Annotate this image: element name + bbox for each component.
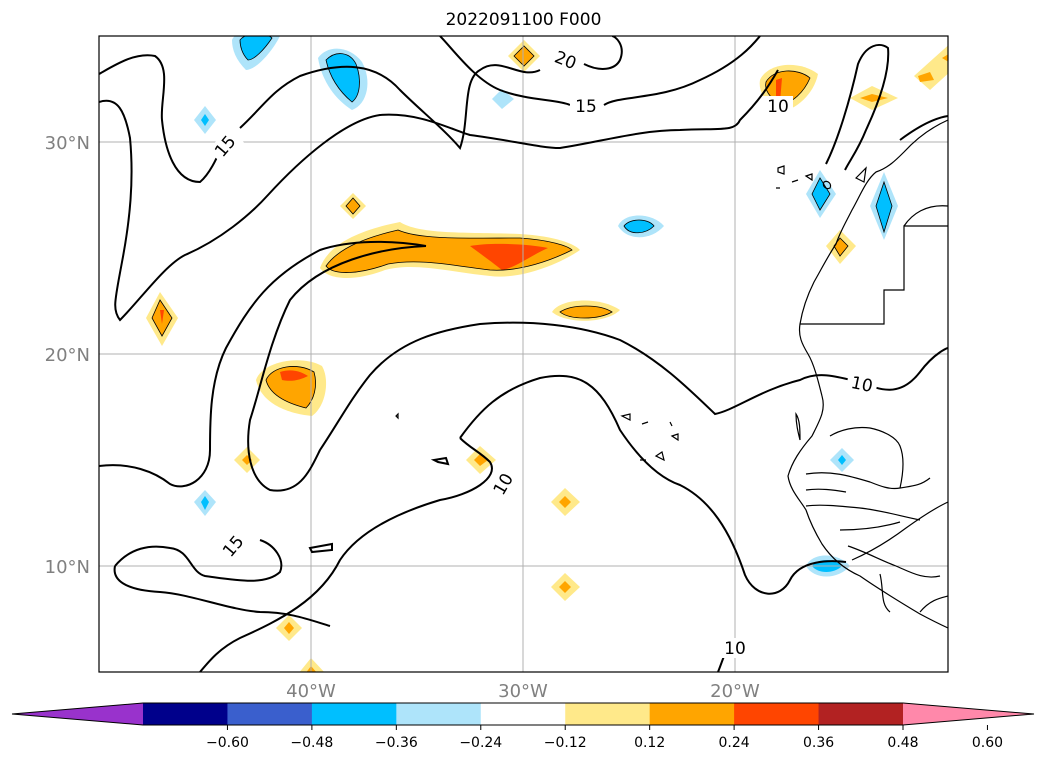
colorbar-segment [480, 703, 566, 725]
lon-tick-labels: 40°W 30°W 20°W [286, 681, 760, 702]
colorbar: −0.60 −0.48 −0.36 −0.24 −0.12 0.12 0.24 0.36 0.4… [11, 702, 1035, 751]
positive-anomaly-blob-core [942, 54, 948, 62]
colorbar-segment [565, 703, 651, 725]
island-outline [395, 412, 679, 462]
positive-anomaly-blob-core [474, 454, 488, 466]
negative-anomaly-blob-core [812, 178, 830, 210]
fill-outlines [151, 36, 893, 409]
lon-label: 40°W [286, 681, 336, 702]
colorbar-tick-label: 0.36 [803, 735, 834, 751]
lat-tick-labels: 30°N 20°N 10°N [45, 133, 90, 578]
colorbar-tick-label: −0.60 [206, 735, 249, 751]
colorbar-tick-label: −0.24 [459, 735, 502, 751]
country-border [851, 501, 948, 561]
contour-line [247, 245, 948, 492]
contour-line [99, 69, 779, 322]
map-grid [99, 36, 948, 672]
strong-anomaly-core [160, 310, 164, 324]
negative-anomaly-blob-core [201, 496, 209, 510]
colorbar-tick-label: −0.12 [544, 735, 587, 751]
colorbar-tick-label: 0.12 [634, 735, 665, 751]
contour-line [825, 44, 948, 171]
colorbar-outline [11, 702, 1035, 726]
strong-anomaly-core [470, 243, 548, 270]
positive-anomaly-blob-core [284, 622, 294, 634]
colorbar-segment [227, 703, 313, 725]
contour-line [459, 374, 847, 595]
colorbar-extend-high [903, 703, 1034, 725]
colorbar-tick-label: 0.60 [972, 735, 1003, 751]
colorbar-segment [649, 703, 735, 725]
colorbar-segment [311, 703, 397, 725]
negative-anomaly-blob-core [326, 53, 360, 102]
map-plot-area: 20 15 15 10 15 10 10 10 [99, 36, 948, 672]
positive-anomaly-blob-core [559, 496, 571, 508]
contour-line [439, 36, 761, 106]
contour-label: 10 [849, 373, 874, 397]
coastlines [395, 119, 948, 629]
island-outline [776, 165, 867, 190]
colorbar-segment [818, 703, 904, 725]
colorbar-tick-label: 0.48 [887, 735, 918, 751]
colorbar-tick-label: 0.24 [719, 735, 750, 751]
lon-label: 20°W [710, 681, 760, 702]
colorbar-tick-label: −0.48 [290, 735, 333, 751]
anomaly-fills [146, 36, 948, 672]
country-border [800, 225, 948, 325]
africa-coastline [787, 119, 948, 629]
positive-anomaly-blob-core [560, 306, 612, 318]
contour-line [99, 240, 427, 488]
positive-anomaly-blob [299, 658, 325, 672]
country-border [805, 426, 931, 490]
lat-label: 10°N [45, 557, 90, 578]
positive-anomaly-blob-core [559, 581, 571, 593]
contour-label: 10 [767, 97, 789, 117]
positive-anomaly-blob [914, 45, 948, 90]
chart-title: 2022091100 F000 [445, 10, 602, 30]
contour-labels: 20 15 15 10 15 10 10 10 [207, 42, 879, 659]
negative-anomaly-blob-core [838, 455, 846, 465]
negative-anomaly-blob-core [240, 36, 272, 60]
contour-label: 15 [575, 97, 597, 117]
country-border [903, 205, 948, 227]
contour-label: 10 [724, 639, 746, 659]
island-outline [795, 412, 801, 441]
colorbar-segment [143, 703, 228, 725]
map-frame [98, 35, 949, 673]
contour-line [99, 36, 623, 184]
lat-label: 20°N [45, 345, 90, 366]
lat-label: 30°N [45, 133, 90, 154]
negative-anomaly-blob [492, 89, 514, 109]
negative-anomaly-blob-core [624, 220, 654, 233]
positive-anomaly-blob-core [918, 72, 934, 82]
contour-line [308, 542, 333, 554]
contour-lines [99, 36, 948, 672]
lon-label: 30°W [498, 681, 548, 702]
colorbar-tick-label: −0.36 [375, 735, 418, 751]
strong-anomaly-core [280, 370, 308, 381]
contour-line [199, 437, 493, 672]
colorbar-extend-low [12, 703, 143, 725]
colorbar-segment [396, 703, 482, 725]
colorbar-segment [734, 703, 820, 725]
contour-line [430, 456, 450, 466]
country-border [805, 488, 948, 613]
positive-anomaly-blob-core [860, 94, 888, 102]
negative-anomaly-blob-core [201, 114, 209, 126]
